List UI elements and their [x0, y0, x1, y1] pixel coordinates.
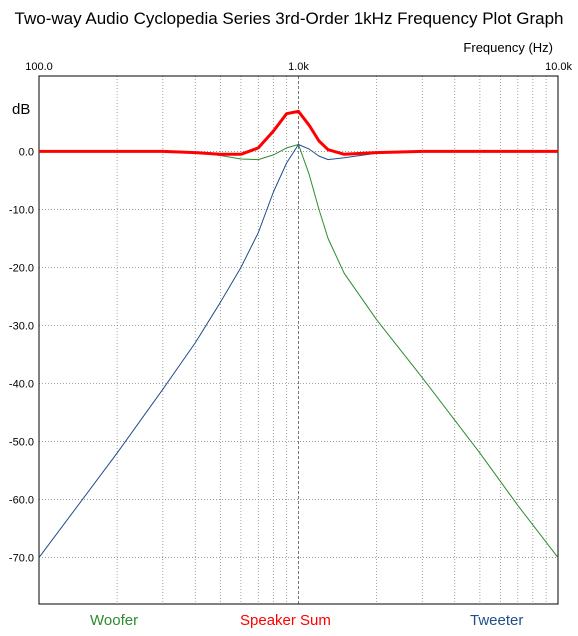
y-tick-label: -20.0 — [9, 262, 34, 274]
x-axis-label: Frequency (Hz) — [463, 40, 553, 55]
legend-woofer: Woofer — [90, 612, 139, 629]
y-axis-label: dB — [12, 101, 30, 118]
plot-frame — [38, 75, 559, 605]
y-tick-label: -30.0 — [9, 320, 34, 332]
y-tick-label: -10.0 — [9, 204, 34, 216]
tick-labels: 0.0 -10.0 -20.0 -30.0 -40.0 -50.0 -60.0 -70.0 10… — [9, 61, 573, 565]
y-tick-label: -70.0 — [9, 553, 34, 565]
y-tick-label: -40.0 — [9, 379, 34, 391]
series-layer — [38, 109, 559, 558]
x-tick-label: 1.0k — [288, 61, 309, 73]
y-tick-label: -50.0 — [9, 437, 34, 449]
series-line-speaker-sum — [39, 109, 558, 156]
minor-grid — [39, 76, 558, 604]
y-tick-label: 0.0 — [19, 146, 34, 158]
legend-tweeter: Tweeter — [470, 612, 524, 629]
y-tick-label: -60.0 — [9, 495, 34, 507]
x-tick-label: 100.0 — [25, 61, 53, 73]
legend-speaker-sum: Speaker Sum — [240, 612, 331, 629]
x-tick-label: 10.0k — [545, 61, 572, 73]
chart-title: Two-way Audio Cyclopedia Series 3rd-Orde… — [14, 9, 564, 28]
